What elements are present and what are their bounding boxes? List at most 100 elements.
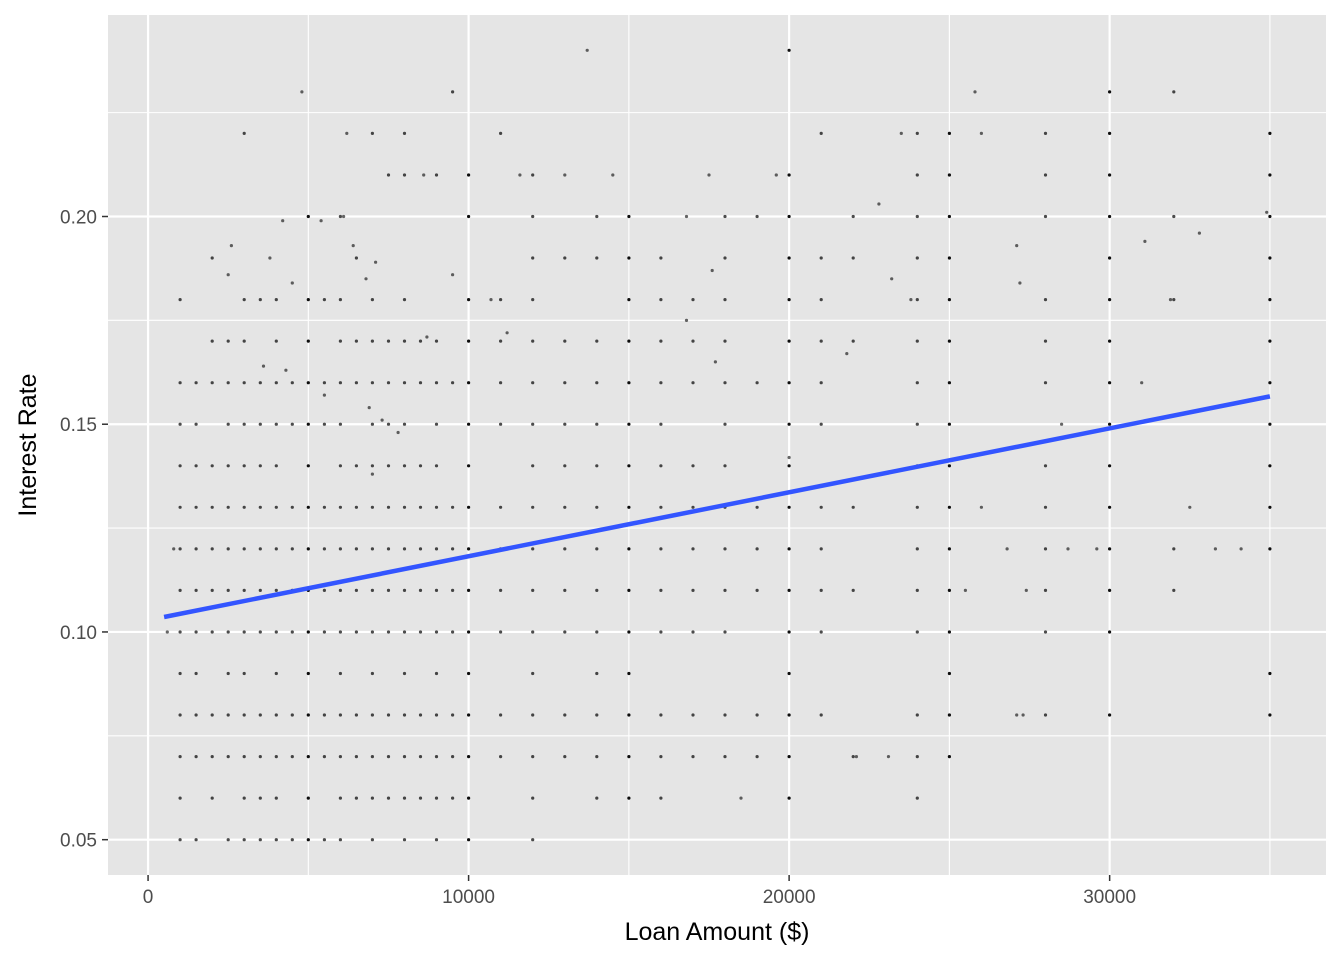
data-point xyxy=(403,755,406,758)
data-point xyxy=(387,464,390,467)
data-point xyxy=(691,464,694,467)
data-point xyxy=(595,755,598,758)
data-point xyxy=(291,506,294,509)
data-point xyxy=(788,456,791,459)
data-point xyxy=(1268,340,1271,343)
data-point xyxy=(489,298,492,301)
data-point xyxy=(355,755,358,758)
data-point xyxy=(387,506,390,509)
data-point xyxy=(723,464,726,467)
data-point xyxy=(259,838,262,841)
data-point xyxy=(371,423,374,426)
data-point xyxy=(467,215,470,218)
data-point xyxy=(403,464,406,467)
data-point xyxy=(195,381,198,384)
data-point xyxy=(723,547,726,550)
data-point xyxy=(916,132,919,135)
data-point xyxy=(948,215,951,218)
data-point xyxy=(756,589,759,592)
data-point xyxy=(467,589,470,592)
data-point xyxy=(820,298,823,301)
data-point xyxy=(323,506,326,509)
data-point xyxy=(387,423,390,426)
data-point xyxy=(275,340,278,343)
data-point xyxy=(531,298,534,301)
data-point xyxy=(195,630,198,633)
data-point xyxy=(788,215,791,218)
data-point xyxy=(723,713,726,716)
data-point xyxy=(320,219,323,222)
data-point xyxy=(381,419,384,422)
y-axis: 0.05 0.10 0.15 0.20 xyxy=(60,207,108,851)
data-point xyxy=(788,340,791,343)
data-point xyxy=(275,547,278,550)
data-point xyxy=(852,589,855,592)
data-point xyxy=(980,506,983,509)
data-point xyxy=(179,589,182,592)
data-point xyxy=(259,423,262,426)
data-point xyxy=(355,630,358,633)
data-point xyxy=(948,713,951,716)
data-point xyxy=(1108,464,1111,467)
data-point xyxy=(243,381,246,384)
data-point xyxy=(563,547,566,550)
data-point xyxy=(627,256,630,259)
data-point xyxy=(467,173,470,176)
data-point xyxy=(243,589,246,592)
data-point xyxy=(227,273,230,276)
data-point xyxy=(467,298,470,301)
data-point xyxy=(419,713,422,716)
data-point xyxy=(723,298,726,301)
data-point xyxy=(227,547,230,550)
data-point xyxy=(371,506,374,509)
data-point xyxy=(227,672,230,675)
data-point xyxy=(179,547,182,550)
data-point xyxy=(563,755,566,758)
data-point xyxy=(788,755,791,758)
data-point xyxy=(563,423,566,426)
data-point xyxy=(387,589,390,592)
data-point xyxy=(371,132,374,135)
data-point xyxy=(948,672,951,675)
data-point xyxy=(435,173,438,176)
data-point xyxy=(227,755,230,758)
data-point xyxy=(820,589,823,592)
data-point xyxy=(1172,589,1175,592)
data-point xyxy=(323,838,326,841)
data-point xyxy=(531,506,534,509)
data-point xyxy=(739,797,742,800)
data-point xyxy=(1044,589,1047,592)
data-point xyxy=(916,340,919,343)
data-point xyxy=(307,423,310,426)
data-point xyxy=(499,755,502,758)
data-point xyxy=(531,256,534,259)
data-point xyxy=(371,713,374,716)
data-point xyxy=(1015,713,1018,716)
data-point xyxy=(499,423,502,426)
data-point xyxy=(243,464,246,467)
data-point xyxy=(387,381,390,384)
data-point xyxy=(691,506,694,509)
data-point xyxy=(179,672,182,675)
data-point xyxy=(307,755,310,758)
data-point xyxy=(852,340,855,343)
data-point xyxy=(451,547,454,550)
data-point xyxy=(323,547,326,550)
data-point xyxy=(403,132,406,135)
data-point xyxy=(243,630,246,633)
data-point xyxy=(291,630,294,633)
data-point xyxy=(1198,232,1201,235)
data-point xyxy=(1268,423,1271,426)
data-point xyxy=(275,630,278,633)
data-point xyxy=(659,464,662,467)
data-point xyxy=(820,340,823,343)
data-point xyxy=(243,755,246,758)
data-point xyxy=(1268,464,1271,467)
data-point xyxy=(916,173,919,176)
data-point xyxy=(563,340,566,343)
data-point xyxy=(227,838,230,841)
data-point xyxy=(948,589,951,592)
data-point xyxy=(211,381,214,384)
data-point xyxy=(531,589,534,592)
data-point xyxy=(307,215,310,218)
